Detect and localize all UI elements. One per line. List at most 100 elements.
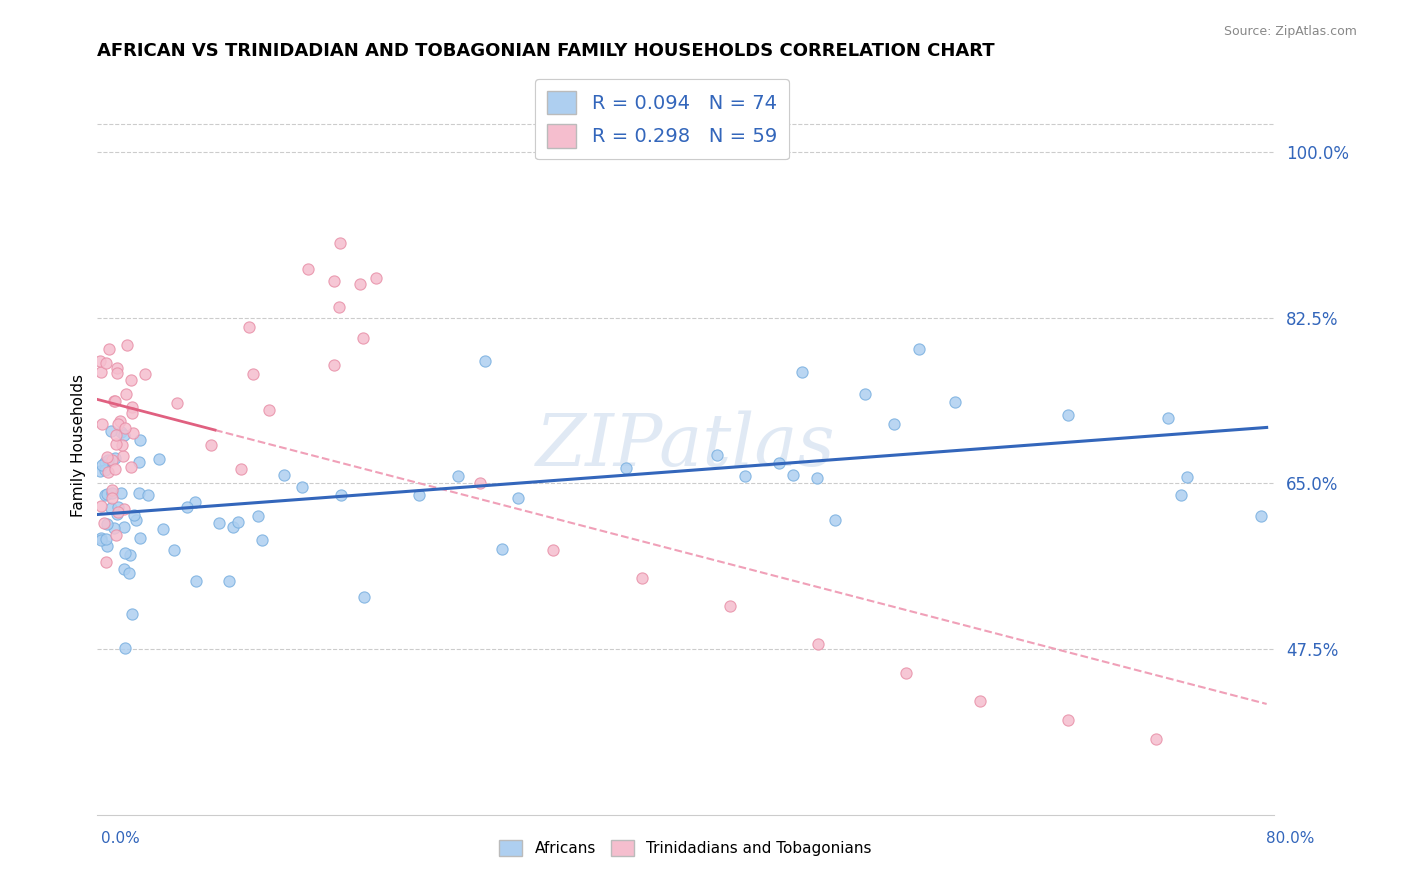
Point: [96, 486, 118, 500]
Point: [1057, 408, 1080, 422]
Point: [96, 516, 118, 531]
Point: [111, 449, 134, 463]
Point: [105, 528, 128, 542]
Point: [105, 366, 128, 380]
Point: [238, 320, 260, 334]
Point: [96, 450, 118, 465]
Point: [323, 359, 346, 373]
Point: [447, 468, 470, 483]
Point: [103, 520, 125, 534]
Point: [105, 507, 128, 521]
Point: [1144, 731, 1167, 746]
Point: [110, 425, 132, 439]
Point: [152, 523, 174, 537]
Point: [706, 448, 728, 462]
Point: [97, 453, 120, 467]
Point: [364, 271, 387, 285]
Point: [1057, 713, 1080, 727]
Point: [208, 516, 231, 530]
Point: [124, 508, 146, 522]
Point: [89, 464, 111, 478]
Point: [104, 427, 127, 442]
Point: [322, 275, 344, 289]
Point: [768, 456, 790, 470]
Point: [297, 261, 319, 276]
Point: [121, 400, 143, 414]
Text: AFRICAN VS TRINIDADIAN AND TOBAGONIAN FAMILY HOUSEHOLDS CORRELATION CHART: AFRICAN VS TRINIDADIAN AND TOBAGONIAN FA…: [97, 42, 995, 60]
Point: [114, 421, 136, 435]
Point: [226, 516, 249, 530]
Point: [101, 486, 124, 500]
Point: [107, 505, 129, 519]
Point: [122, 425, 145, 440]
Point: [614, 460, 637, 475]
Point: [105, 361, 128, 376]
Point: [853, 386, 876, 401]
Point: [807, 637, 830, 651]
Point: [806, 471, 828, 485]
Point: [90, 531, 112, 545]
Point: [291, 480, 314, 494]
Y-axis label: Family Households: Family Households: [72, 374, 86, 517]
Point: [148, 451, 170, 466]
Point: [121, 607, 143, 622]
Point: [222, 519, 245, 533]
Point: [163, 543, 186, 558]
Point: [100, 491, 122, 505]
Point: [330, 488, 353, 502]
Point: [114, 546, 136, 560]
Point: [186, 574, 208, 588]
Point: [200, 438, 222, 452]
Point: [896, 665, 918, 680]
Point: [105, 437, 128, 451]
Point: [94, 488, 117, 502]
Point: [229, 461, 252, 475]
Point: [90, 499, 112, 513]
Point: [104, 462, 127, 476]
Point: [118, 548, 141, 562]
Point: [328, 300, 350, 314]
Point: [491, 542, 513, 557]
Point: [329, 235, 352, 250]
Point: [110, 486, 132, 500]
Point: [718, 599, 741, 614]
Point: [734, 468, 756, 483]
Point: [468, 476, 491, 491]
Point: [104, 451, 127, 466]
Point: [115, 387, 138, 401]
Point: [97, 465, 120, 479]
Text: 0.0%: 0.0%: [101, 831, 141, 846]
Point: [129, 433, 152, 447]
Text: Source: ZipAtlas.com: Source: ZipAtlas.com: [1223, 25, 1357, 38]
Point: [114, 562, 136, 576]
Point: [90, 533, 112, 547]
Point: [103, 394, 125, 409]
Point: [349, 277, 371, 291]
Point: [1175, 469, 1198, 483]
Point: [100, 424, 122, 438]
Point: [969, 694, 991, 708]
Point: [94, 356, 117, 370]
Point: [112, 427, 135, 442]
Point: [96, 555, 118, 569]
Point: [98, 342, 121, 356]
Point: [125, 513, 148, 527]
Point: [543, 542, 565, 557]
Point: [96, 539, 118, 553]
Point: [166, 396, 188, 410]
Point: [118, 566, 141, 581]
Point: [107, 500, 129, 514]
Point: [218, 574, 240, 589]
Point: [101, 483, 124, 497]
Legend: R = 0.094   N = 74, R = 0.298   N = 59: R = 0.094 N = 74, R = 0.298 N = 59: [536, 78, 789, 160]
Point: [474, 354, 496, 368]
Point: [128, 486, 150, 500]
Point: [120, 373, 142, 387]
Point: [408, 488, 430, 502]
Point: [247, 508, 270, 523]
Point: [136, 487, 159, 501]
Text: ZIPatlas: ZIPatlas: [536, 410, 835, 481]
Point: [1250, 508, 1272, 523]
Point: [100, 500, 122, 515]
Point: [1157, 410, 1180, 425]
